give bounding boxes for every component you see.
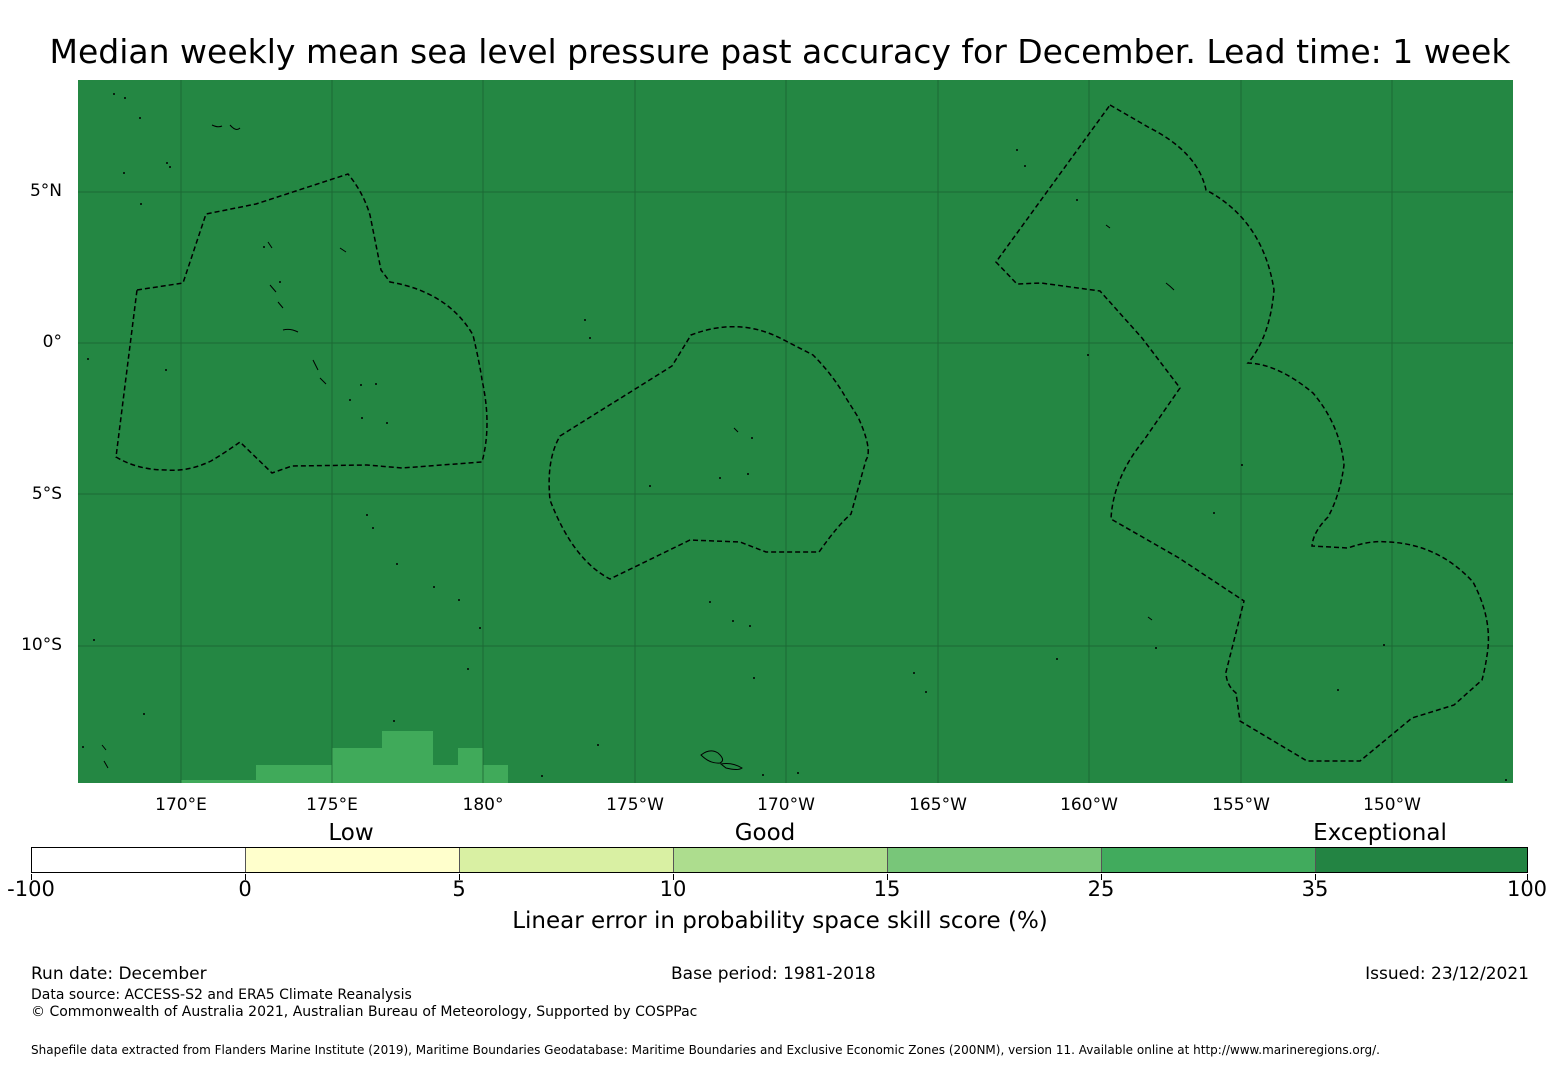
lon-label-150w: 150°W [1363, 795, 1421, 815]
eez-tokelau [548, 326, 869, 580]
lon-label-175e: 175°E [306, 795, 358, 815]
colorbar [31, 847, 1528, 873]
lon-label-170w: 170°W [757, 795, 815, 815]
map-panel[interactable] [78, 80, 1513, 783]
category-exceptional: Exceptional [1313, 820, 1447, 846]
data-source: Data source: ACCESS-S2 and ERA5 Climate … [31, 987, 412, 1003]
category-good: Good [734, 820, 796, 846]
skill-field [78, 80, 1513, 783]
lon-label-170e: 170°E [155, 795, 207, 815]
tick-label-10: 10 [659, 877, 687, 901]
shapefile-credit: Shapefile data extracted from Flanders M… [31, 1043, 1380, 1057]
copyright: © Commonwealth of Australia 2021, Austra… [31, 1004, 698, 1020]
samoa-islands [700, 750, 743, 770]
colorbar-tick [673, 874, 674, 880]
tick-label-0: 0 [238, 877, 252, 901]
colorbar-segment-5-10 [460, 848, 674, 872]
colorbar-segment-10-15 [674, 848, 888, 872]
issued-date: Issued: 23/12/2021 [1365, 964, 1529, 984]
colorbar-segment-15-25 [888, 848, 1102, 872]
eez-kiribati-gilbert [115, 173, 488, 474]
colorbar-segment-0-5 [246, 848, 460, 872]
category-low: Low [328, 820, 374, 846]
colorbar-tick [887, 874, 888, 880]
lat-label-5s: 5°S [31, 484, 62, 504]
colorbar-tick [1527, 874, 1528, 880]
tick-label-15: 15 [873, 877, 901, 901]
lat-label-5n: 5°N [29, 181, 62, 201]
colorbar-tick [1101, 874, 1102, 880]
tick-label-35: 35 [1301, 877, 1329, 901]
colorbar-tick [31, 874, 32, 880]
lon-label-160w: 160°W [1060, 795, 1118, 815]
colorbar-tick [1315, 874, 1316, 880]
chart-title: Median weekly mean sea level pressure pa… [49, 32, 1511, 71]
lon-label-180: 180° [462, 795, 504, 815]
run-date: Run date: December [31, 964, 207, 984]
graticule [78, 80, 1513, 783]
base-period: Base period: 1981-2018 [671, 964, 876, 984]
lon-label-155w: 155°W [1212, 795, 1270, 815]
colorbar-segment-35-100 [1316, 848, 1527, 872]
map-svg [78, 80, 1513, 783]
tick-label-5: 5 [452, 877, 466, 901]
colorbar-title: Linear error in probability space skill … [512, 908, 1048, 934]
tick-label-neg100: -100 [7, 877, 55, 901]
tick-label-25: 25 [1087, 877, 1115, 901]
colorbar-segment-neg100-0 [32, 848, 246, 872]
tick-label-100: 100 [1506, 877, 1548, 901]
colorbar-tick [245, 874, 246, 880]
small-islands [82, 93, 1507, 781]
colorbar-segment-25-35 [1102, 848, 1316, 872]
coastlines [101, 124, 1175, 770]
eez-kiribati-line [995, 104, 1490, 762]
skill-patch-25-35 [181, 731, 508, 783]
lon-label-175w: 175°W [606, 795, 664, 815]
lon-label-165w: 165°W [909, 795, 967, 815]
lat-label-10s: 10°S [21, 635, 62, 655]
eez-boundaries [115, 104, 1490, 762]
colorbar-tick [459, 874, 460, 880]
lat-label-0: 0° [42, 332, 62, 352]
